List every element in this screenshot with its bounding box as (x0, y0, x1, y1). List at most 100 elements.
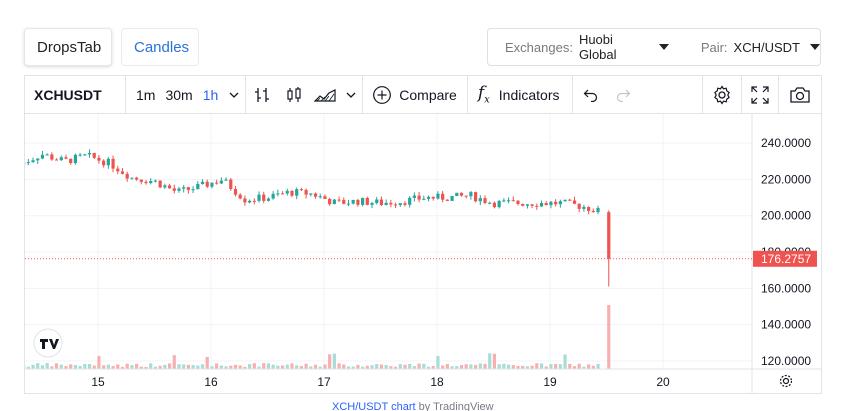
candle-body (144, 181, 148, 184)
candle-body (356, 199, 360, 205)
bar-chart-icon[interactable] (246, 76, 278, 114)
compare-button[interactable]: Compare (363, 76, 467, 114)
volume-bar (130, 365, 134, 369)
candle-body (516, 200, 520, 205)
candle-body (200, 181, 205, 185)
interval-30m[interactable]: 30m (165, 86, 193, 103)
candle-body (64, 157, 68, 159)
candle-body (299, 189, 303, 191)
pair-select[interactable]: Pair: XCH/USDT (701, 40, 820, 55)
candle-body (252, 200, 256, 202)
candle-body (304, 189, 308, 195)
candle-body (266, 198, 271, 201)
candle-body (379, 199, 384, 205)
candle-body (478, 198, 482, 202)
interval-1m[interactable]: 1m (136, 86, 156, 103)
indicators-button[interactable]: fx Indicators (468, 76, 572, 114)
volume-bar (59, 364, 63, 369)
candle-body (257, 194, 261, 201)
volume-bar (224, 366, 228, 369)
chevron-down-icon[interactable] (223, 76, 245, 114)
volume-bar (304, 363, 308, 369)
fullscreen-icon[interactable] (742, 76, 778, 114)
chart-grid (25, 114, 821, 393)
settings-icon[interactable] (703, 76, 741, 114)
candle-body (26, 162, 30, 164)
candle-body (422, 198, 426, 200)
candle-body (474, 192, 478, 202)
time-tick-label: 15 (91, 375, 105, 389)
redo-icon[interactable] (607, 76, 639, 114)
volume-bar (262, 363, 266, 369)
divider (245, 75, 247, 114)
candle-body (158, 180, 162, 188)
price-tick-label: 160.0000 (761, 281, 811, 295)
candle-body (403, 203, 407, 205)
undo-icon[interactable] (573, 76, 607, 114)
symbol-search[interactable]: XCHUSDT (34, 86, 102, 103)
tab-dropstab[interactable]: DropsTab (24, 28, 112, 66)
camera-icon[interactable] (779, 76, 821, 114)
tradingview-logo[interactable] (33, 328, 63, 358)
volume-bar (200, 364, 205, 369)
volume-bar (417, 363, 421, 369)
candle-body (106, 158, 110, 166)
candle-body (116, 168, 120, 172)
candles-icon[interactable] (278, 76, 310, 114)
volume-bar (318, 366, 322, 369)
interval-1h[interactable]: 1h (202, 86, 219, 103)
divider (778, 75, 779, 114)
volume-bar (111, 365, 115, 369)
volume-bar (525, 366, 529, 369)
volume-bar (83, 363, 87, 369)
candle-body (172, 188, 176, 191)
fx-icon: fx (477, 83, 490, 106)
chevron-down-icon (658, 44, 669, 50)
exchange-select[interactable]: Exchanges: Huobi Global (505, 32, 669, 62)
candle-body (539, 203, 544, 207)
volume-bar (464, 364, 468, 369)
volume-bar (511, 365, 515, 369)
volume-bar (426, 366, 431, 369)
chart-link[interactable]: XCH/USDT chart (332, 401, 416, 411)
exchange-select-value: Huobi Global (578, 32, 617, 62)
candle-body (309, 193, 313, 195)
area-chart-icon[interactable] (310, 76, 340, 114)
price-chart[interactable]: 240.0000220.0000200.0000180.0000160.0000… (25, 114, 821, 393)
candle-body (215, 182, 219, 184)
volume-bar (191, 364, 195, 369)
compare-label: Compare (399, 86, 457, 103)
settings-icon[interactable] (779, 374, 793, 388)
volume-bar (365, 365, 369, 369)
chevron-down-icon[interactable] (340, 76, 362, 114)
candle-body (40, 154, 45, 159)
candle-body (549, 201, 553, 206)
candle-body (511, 200, 515, 202)
volume-bar (233, 364, 238, 369)
volume-bar (356, 364, 360, 369)
volume-bar (577, 363, 581, 369)
candle-body (506, 200, 511, 202)
volume-bar (125, 363, 129, 369)
tradingview-attribution[interactable]: XCH/USDT chart by TradingView (332, 401, 494, 411)
candle-body (167, 185, 172, 189)
candle-body (229, 179, 233, 189)
candle-body (408, 197, 412, 205)
volume-bar (78, 365, 82, 369)
volume-bar (50, 366, 54, 369)
price-tick-label: 140.0000 (761, 318, 811, 332)
candle-body (535, 205, 539, 207)
volume-bar (186, 364, 190, 369)
candle-body (393, 204, 398, 206)
candle-body (591, 210, 595, 213)
candle-body (130, 177, 134, 179)
candle-body (342, 199, 346, 204)
volume-bar (252, 363, 256, 369)
candle-body (163, 185, 167, 188)
volume-bar (544, 366, 548, 369)
volume-bar (45, 363, 49, 369)
tab-candles[interactable]: Candles (121, 28, 199, 66)
candle-body (69, 158, 73, 164)
volume-bar (271, 364, 275, 369)
volume-bar (554, 363, 558, 369)
